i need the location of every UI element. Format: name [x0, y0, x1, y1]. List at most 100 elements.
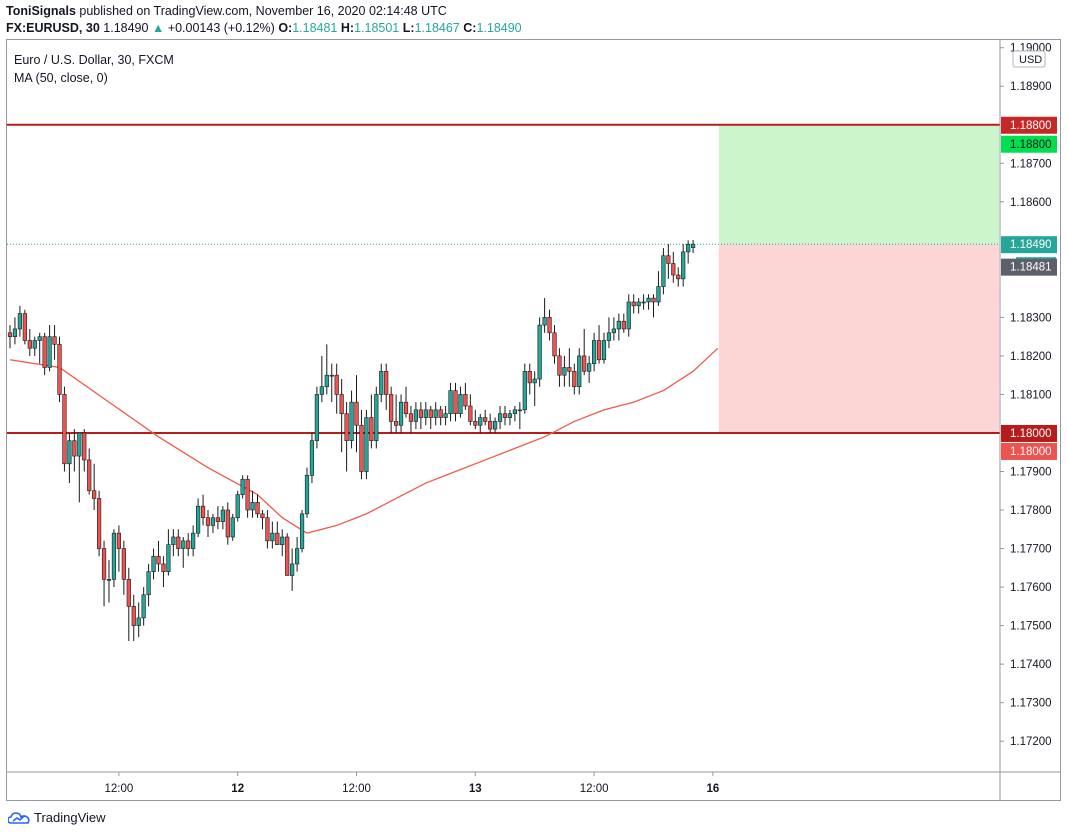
candle-body: [47, 336, 52, 368]
candle-body: [82, 432, 87, 461]
candle-body: [562, 367, 567, 376]
candle-body: [631, 301, 636, 307]
candle-body: [92, 490, 97, 499]
candle-body: [572, 371, 577, 388]
moving-average-line: [9, 347, 719, 534]
candle-body: [443, 413, 448, 418]
x-tick-label: 16: [707, 783, 720, 795]
candle-body: [176, 536, 181, 549]
candle-body: [418, 409, 423, 418]
ohlc-header: FX:EURUSD, 30 1.18490 ▲ +0.00143 (+0.12%…: [6, 21, 522, 35]
target-price-tag: [1001, 116, 1057, 134]
candle-body: [517, 409, 522, 412]
candle-body: [374, 394, 379, 441]
candle-body: [656, 286, 661, 303]
candle-body: [641, 301, 646, 304]
candle-body: [151, 555, 156, 572]
y-tick-label: 1.17300: [1010, 698, 1052, 710]
stop-price-tag: [1001, 424, 1057, 442]
target-alt-tag: [1001, 135, 1057, 153]
candle-body: [497, 413, 503, 422]
y-tick-label: 1.17700: [1010, 544, 1052, 556]
candle-body: [42, 336, 47, 368]
x-tick-label: 12: [231, 783, 244, 795]
candle-body: [339, 394, 344, 415]
candle-body: [131, 606, 136, 626]
candle-body: [676, 274, 681, 280]
candle-body: [67, 440, 72, 465]
candle-body: [488, 421, 493, 430]
symbol-label: FX:EURUSD, 30: [6, 21, 100, 35]
tradingview-logo[interactable]: TradingView: [8, 810, 106, 825]
candle-body: [507, 413, 513, 418]
candle-body: [97, 498, 102, 549]
last-price: 1.18490: [103, 21, 149, 35]
candle-body: [354, 401, 359, 426]
candle-body: [101, 548, 107, 580]
candle-body: [616, 320, 621, 330]
candle-body: [255, 502, 260, 515]
candle-body: [512, 409, 517, 415]
candle-body: [156, 555, 161, 565]
target-zone: [718, 124, 999, 245]
published-text: published on TradingView.com, November 1…: [79, 4, 447, 18]
candle-body: [171, 536, 176, 545]
y-tick-label: 1.18300: [1010, 312, 1052, 324]
last-price-tag: [1001, 236, 1057, 254]
candle-body: [111, 532, 117, 580]
candle-body: [245, 478, 250, 511]
candle-body: [636, 301, 641, 307]
candle-body: [319, 386, 324, 395]
candle-body: [591, 340, 597, 364]
candle-body: [314, 394, 320, 441]
candle-body: [141, 594, 146, 619]
candles: [7, 239, 696, 642]
candle-body: [453, 390, 458, 415]
candle-body: [384, 371, 389, 395]
target-price-tag-label: 1.18800: [1010, 120, 1052, 132]
stop-alt-tag: [1001, 442, 1057, 460]
candle-body: [651, 297, 656, 303]
candle-body: [587, 363, 592, 372]
candle-body: [408, 413, 414, 422]
candle-body: [181, 540, 186, 549]
y-tick-label: 1.18200: [1010, 351, 1052, 363]
candle-body: [473, 421, 478, 426]
candle-body: [492, 421, 498, 430]
candle-body: [557, 355, 562, 376]
candle-body: [7, 332, 13, 337]
candle-body: [136, 617, 141, 626]
open-label: O:: [278, 21, 293, 35]
candle-body: [611, 328, 616, 334]
candle-body: [205, 517, 211, 526]
candle-body: [77, 432, 82, 457]
price-change: +0.00143 (+0.12%): [167, 21, 275, 35]
candle-body: [299, 513, 305, 549]
candle-body: [186, 540, 191, 549]
x-tick-label: 12:00: [342, 783, 371, 795]
candle-body: [210, 517, 216, 526]
brand-name: TradingView: [34, 810, 106, 825]
candle-body: [393, 421, 399, 426]
close-value: 1.18490: [476, 21, 522, 35]
candle-body: [230, 517, 235, 538]
candle-body: [12, 328, 18, 337]
candle-body: [324, 374, 329, 388]
candle-body: [690, 243, 696, 248]
candle-body: [398, 401, 404, 426]
close-label: C:: [463, 21, 477, 35]
candle-body: [364, 417, 369, 472]
candle-body: [433, 409, 438, 418]
candle-body: [532, 378, 537, 384]
candle-body: [458, 394, 463, 415]
candle-body: [468, 405, 473, 422]
candle-body: [32, 340, 37, 349]
candle-body: [116, 532, 121, 549]
candle-body: [537, 324, 542, 380]
candle-body: [235, 494, 240, 519]
candle-body: [280, 536, 285, 545]
y-tick-label: 1.17200: [1010, 736, 1052, 748]
candle-body: [161, 563, 166, 572]
candle-body: [22, 313, 27, 341]
